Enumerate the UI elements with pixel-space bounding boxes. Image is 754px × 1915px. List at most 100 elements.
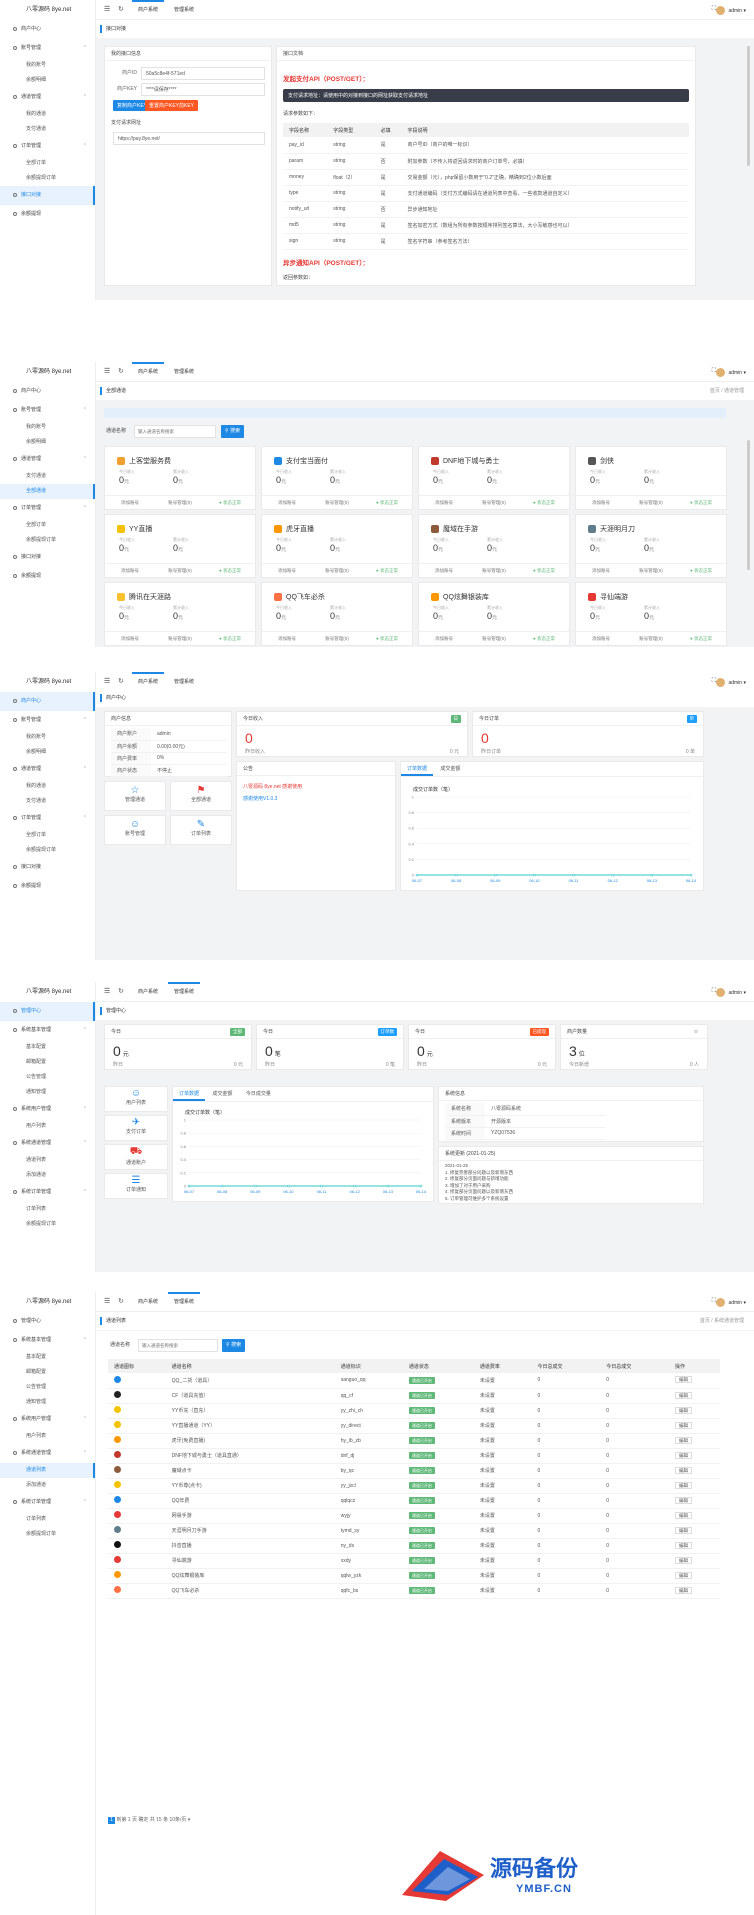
merchant-id-field[interactable]: 50a5c8e4f-571ed — [141, 67, 265, 80]
sidebar-item[interactable]: 我的通道 — [0, 779, 95, 794]
sidebar-item[interactable]: 接口对接 — [0, 858, 95, 877]
add-account-link[interactable]: 添加账号 — [592, 568, 610, 573]
add-account-link[interactable]: 添加账号 — [592, 636, 610, 641]
tab-admin[interactable]: 管理系统 — [168, 982, 201, 1002]
sidebar-item[interactable]: 系统基本管理 ⌃ — [0, 1331, 95, 1350]
refresh-icon[interactable]: ↻ — [118, 368, 124, 375]
status-badge[interactable]: 通道已开启 — [408, 1392, 435, 1399]
edit-button[interactable]: 编辑 — [674, 1421, 692, 1429]
pagination[interactable]: 1 到第 1 页 确定 共 15 条 10条/页 ▾ — [108, 1816, 190, 1824]
edit-button[interactable]: 编辑 — [674, 1391, 692, 1399]
tab-deal-amount[interactable]: 成交金额 — [440, 766, 461, 772]
account-manage-link[interactable]: 账号管理(0) — [325, 636, 349, 641]
sidebar-item[interactable]: 系统订单管理 ⌃ — [0, 1183, 95, 1202]
account-manage-link[interactable]: 账号管理(0) — [639, 636, 663, 641]
sidebar-item[interactable]: 公告管理 — [0, 1070, 95, 1085]
status-badge[interactable]: 通道已开启 — [408, 1407, 435, 1414]
menu-toggle-icon[interactable]: ☰ — [104, 988, 111, 995]
tab-admin[interactable]: 管理系统 — [174, 7, 195, 13]
sidebar-item[interactable]: 支付通道 — [0, 469, 95, 484]
quick-action[interactable]: ☺ 账号管理 — [104, 815, 166, 845]
sidebar-item[interactable]: 余额提现订单 — [0, 533, 95, 548]
quick-action[interactable]: ☺ 用户列表 — [104, 1086, 168, 1112]
sidebar-item[interactable]: 账号管理 ⌃ — [0, 39, 95, 58]
fullscreen-icon[interactable]: ⛶ — [711, 1298, 716, 1304]
user-menu[interactable]: admin ▾ — [716, 678, 746, 687]
quick-action[interactable]: ✎ 订单列表 — [170, 815, 232, 845]
status-badge[interactable]: 通道已开启 — [408, 1557, 435, 1564]
edit-button[interactable]: 编辑 — [674, 1541, 692, 1549]
status-badge[interactable]: 通道已开启 — [408, 1527, 435, 1534]
sidebar-item[interactable]: 系统用户管理 ⌃ — [0, 1100, 95, 1119]
add-account-link[interactable]: 添加账号 — [121, 568, 139, 573]
sidebar-item[interactable]: 订单管理 ⌃ — [0, 137, 95, 156]
sidebar-item[interactable]: 我的账号 — [0, 420, 95, 435]
quick-action[interactable]: ☰ 订单通知 — [104, 1173, 168, 1199]
add-account-link[interactable]: 添加账号 — [121, 636, 139, 641]
sidebar-item[interactable]: 全部订单 — [0, 156, 95, 171]
sidebar-item[interactable]: 商户中心 — [0, 382, 95, 401]
account-manage-link[interactable]: 账号管理(0) — [482, 568, 506, 573]
edit-button[interactable]: 编辑 — [674, 1466, 692, 1474]
tab-admin[interactable]: 管理系统 — [174, 369, 195, 375]
tab-today-volume[interactable]: 今日成交量 — [245, 1091, 271, 1097]
sidebar-item[interactable]: 公告管理 — [0, 1380, 95, 1395]
sidebar-item[interactable]: 用户列表 — [0, 1119, 95, 1134]
sidebar-item[interactable]: 全部订单 — [0, 518, 95, 533]
edit-button[interactable]: 编辑 — [674, 1556, 692, 1564]
status-badge[interactable]: 通道已开启 — [408, 1467, 435, 1474]
account-manage-link[interactable]: 账号管理(0) — [482, 500, 506, 505]
sidebar-item[interactable]: 添加通道 — [0, 1168, 95, 1183]
sidebar-item[interactable]: 通道列表 — [0, 1153, 95, 1168]
notice-item[interactable]: 感谢使用V1.0.3 — [243, 796, 278, 802]
sidebar-item[interactable]: 全部通道 — [0, 484, 95, 499]
status-badge[interactable]: 通道已开启 — [408, 1587, 435, 1594]
sidebar-item[interactable]: 通道管理 ⌃ — [0, 88, 95, 107]
edit-button[interactable]: 编辑 — [674, 1481, 692, 1489]
sidebar-item[interactable]: 管理中心 — [0, 1002, 95, 1021]
account-manage-link[interactable]: 账号管理(0) — [168, 636, 192, 641]
add-account-link[interactable]: 添加账号 — [435, 568, 453, 573]
sidebar-item[interactable]: 余额明细 — [0, 435, 95, 450]
tab-deal-amount[interactable]: 成交金额 — [212, 1091, 233, 1097]
user-menu[interactable]: admin ▾ — [716, 368, 746, 377]
edit-button[interactable]: 编辑 — [674, 1376, 692, 1384]
fullscreen-icon[interactable]: ⛶ — [711, 678, 716, 684]
sidebar-item[interactable]: 系统用户管理 ⌃ — [0, 1410, 95, 1429]
refresh-icon[interactable]: ↻ — [118, 988, 124, 995]
account-manage-link[interactable]: 账号管理(0) — [168, 500, 192, 505]
sidebar-item[interactable]: 订单管理 ⌃ — [0, 809, 95, 828]
edit-button[interactable]: 编辑 — [674, 1451, 692, 1459]
edit-button[interactable]: 编辑 — [674, 1436, 692, 1444]
sidebar-item[interactable]: 全部订单 — [0, 828, 95, 843]
status-badge[interactable]: 通道已开启 — [408, 1542, 435, 1549]
sidebar-item[interactable]: 系统基本管理 ⌃ — [0, 1021, 95, 1040]
edit-button[interactable]: 编辑 — [674, 1511, 692, 1519]
edit-button[interactable]: 编辑 — [674, 1406, 692, 1414]
sidebar-item[interactable]: 基本配置 — [0, 1040, 95, 1055]
sidebar-item[interactable]: 系统通道管理 ⌃ — [0, 1444, 95, 1463]
sidebar-item[interactable]: 余额提现订单 — [0, 843, 95, 858]
sidebar-item[interactable]: 支付通道 — [0, 794, 95, 809]
status-badge[interactable]: 通道已开启 — [408, 1497, 435, 1504]
sidebar-item[interactable]: 基本配置 — [0, 1350, 95, 1365]
edit-button[interactable]: 编辑 — [674, 1496, 692, 1504]
scrollbar[interactable] — [747, 46, 750, 166]
status-badge[interactable]: 通道已开启 — [408, 1512, 435, 1519]
sidebar-item[interactable]: 系统通道管理 ⌃ — [0, 1134, 95, 1153]
edit-button[interactable]: 编辑 — [674, 1586, 692, 1594]
notice-item[interactable]: 八零源码 8ye.net 感谢使用 — [243, 784, 303, 790]
sidebar-item[interactable]: 我的账号 — [0, 58, 95, 73]
sidebar-item[interactable]: 余额提现 — [0, 877, 95, 896]
add-account-link[interactable]: 添加账号 — [435, 500, 453, 505]
tab-merchant[interactable]: 商户系统 — [132, 0, 165, 20]
account-manage-link[interactable]: 账号管理(0) — [482, 636, 506, 641]
sidebar-item[interactable]: 通道管理 ⌃ — [0, 450, 95, 469]
menu-toggle-icon[interactable]: ☰ — [104, 678, 111, 685]
edit-button[interactable]: 编辑 — [674, 1571, 692, 1579]
copy-key-button[interactable]: 复制商户KEY — [113, 100, 152, 111]
status-badge[interactable]: 通道已开启 — [408, 1422, 435, 1429]
sidebar-item[interactable]: 账号管理 ⌃ — [0, 401, 95, 420]
quick-action[interactable]: ☆ 管理通道 — [104, 781, 166, 811]
sidebar-item[interactable]: 我的账号 — [0, 730, 95, 745]
